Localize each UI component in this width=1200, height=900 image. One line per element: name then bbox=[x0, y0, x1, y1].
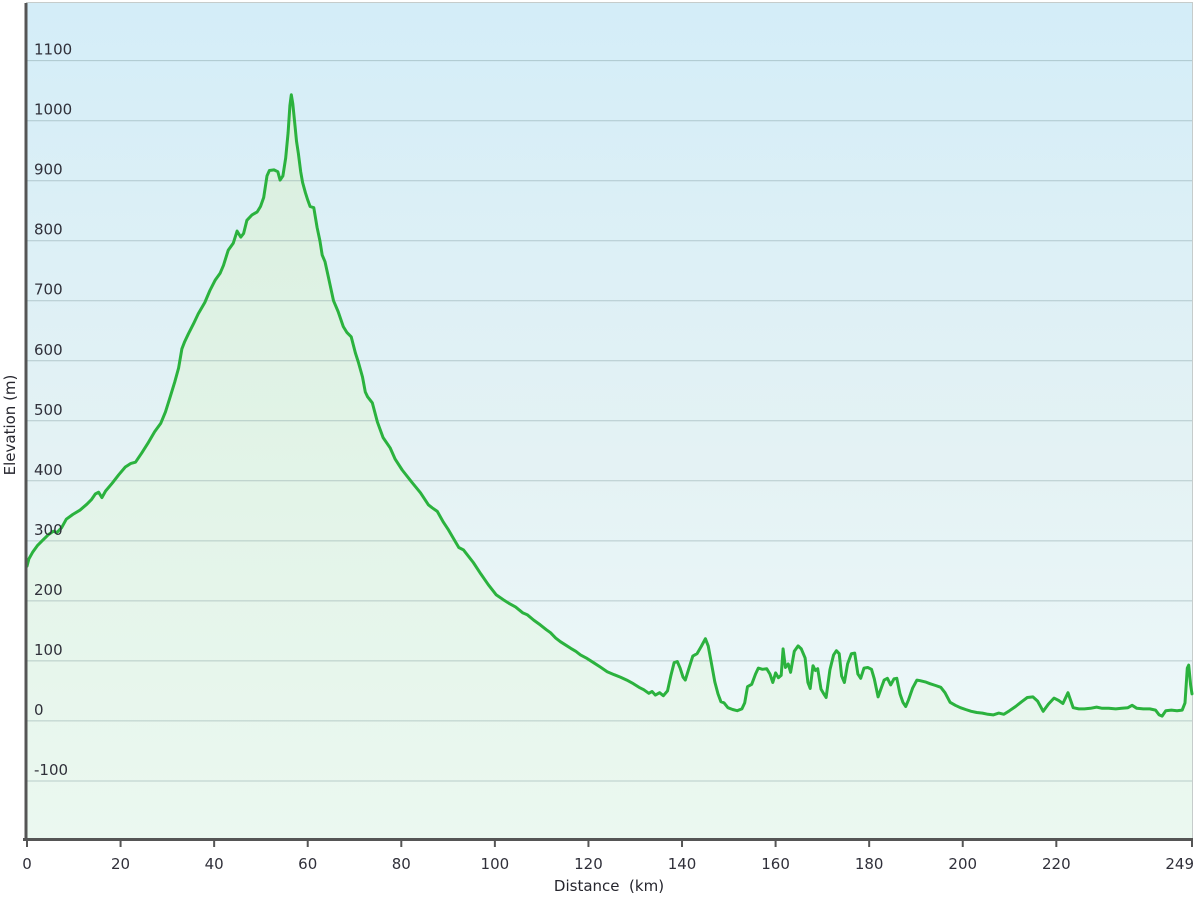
x-tick-label: 220 bbox=[1042, 855, 1071, 873]
tick-marks bbox=[26, 841, 1193, 847]
x-tick-label: 60 bbox=[298, 855, 317, 873]
elevation-area-fill bbox=[27, 94, 1192, 839]
grid-lines bbox=[27, 60, 1192, 782]
y-tick-label: 200 bbox=[34, 581, 63, 599]
x-tick-label: 180 bbox=[855, 855, 884, 873]
y-tick-label: 1100 bbox=[34, 41, 72, 59]
y-tick-label: 300 bbox=[34, 521, 63, 539]
x-tick-label: 140 bbox=[668, 855, 697, 873]
x-tick-label: 40 bbox=[205, 855, 224, 873]
x-tick-label: 80 bbox=[392, 855, 411, 873]
x-tick-label: 160 bbox=[761, 855, 790, 873]
y-tick-label: 700 bbox=[34, 281, 63, 299]
y-tick-label: 1000 bbox=[34, 101, 72, 119]
elevation-area bbox=[27, 94, 1192, 839]
x-tick-label: 249 bbox=[1165, 855, 1194, 873]
x-tick-label: 200 bbox=[948, 855, 977, 873]
x-tick-label: 20 bbox=[111, 855, 130, 873]
x-axis-title: Distance (km) bbox=[554, 877, 664, 895]
axes bbox=[23, 3, 1193, 841]
y-tick-label: -100 bbox=[34, 761, 68, 779]
x-tick-label: 120 bbox=[574, 855, 603, 873]
y-tick-label: 600 bbox=[34, 341, 63, 359]
y-tick-label: 900 bbox=[34, 161, 63, 179]
x-tick-label: 100 bbox=[481, 855, 510, 873]
tick-labels: 0 20 40 60 80 100 120 140 160 180 200 220 249 -100 0 10… bbox=[22, 41, 1194, 873]
y-tick-label: 100 bbox=[34, 641, 63, 659]
y-tick-label: 400 bbox=[34, 461, 63, 479]
y-tick-label: 500 bbox=[34, 401, 63, 419]
elevation-profile-line bbox=[25, 93, 1194, 718]
x-tick-label: 0 bbox=[22, 855, 32, 873]
y-tick-label: 800 bbox=[34, 221, 63, 239]
y-axis-title: Elevation (m) bbox=[1, 375, 19, 476]
y-tick-label: 0 bbox=[34, 701, 44, 719]
elevation-line bbox=[25, 93, 1194, 718]
